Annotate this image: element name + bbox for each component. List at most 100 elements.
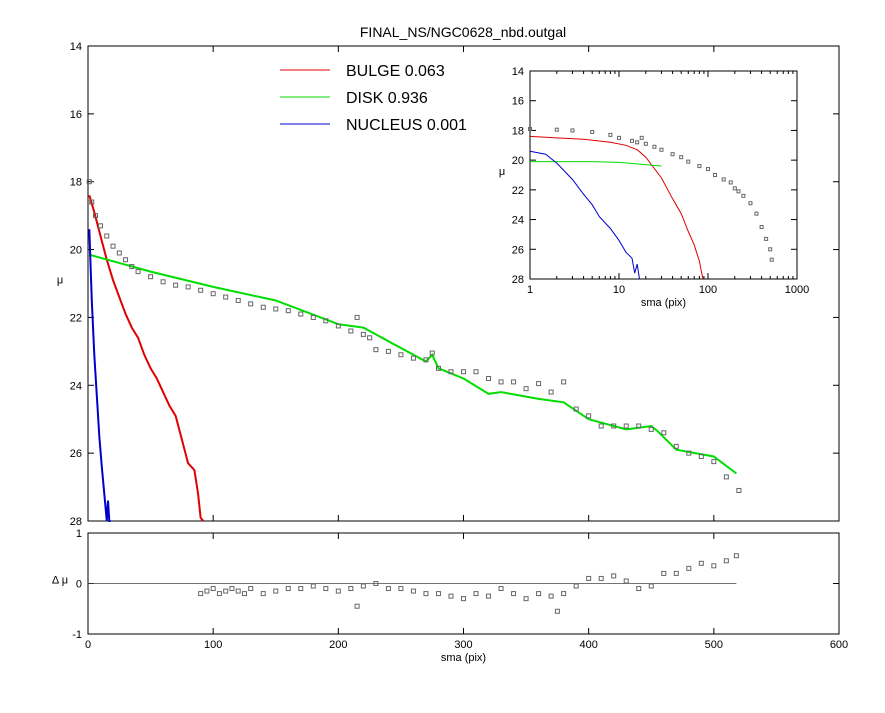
y-tick-label: 24 <box>512 215 524 227</box>
data-point <box>223 294 229 300</box>
data-point <box>636 423 642 429</box>
data-point <box>93 213 99 219</box>
data-point <box>104 233 110 239</box>
data-point <box>698 454 704 460</box>
data-point <box>198 591 204 597</box>
data-point <box>554 608 560 614</box>
x-tick-label: 100 <box>699 284 717 296</box>
data-point <box>670 152 675 157</box>
data-point <box>354 314 360 320</box>
data-point <box>135 269 141 275</box>
data-point <box>697 164 702 169</box>
series-line-nucleus <box>88 229 111 522</box>
x-tick-label: 500 <box>705 639 723 651</box>
y-tick-label: 26 <box>512 244 524 256</box>
data-point <box>285 586 291 592</box>
y-tick-label: 14 <box>70 41 82 53</box>
data-point <box>713 173 718 177</box>
data-point <box>617 135 621 140</box>
data-point <box>536 381 542 387</box>
data-point <box>561 379 567 385</box>
y-tick-label: 14 <box>512 66 524 78</box>
data-point <box>285 308 291 314</box>
data-point <box>273 588 279 594</box>
data-point <box>185 284 191 290</box>
x-tick-label: 300 <box>454 639 472 651</box>
data-point <box>732 186 737 191</box>
data-point <box>759 225 764 229</box>
data-point <box>586 413 592 419</box>
data-point <box>241 591 247 597</box>
data-point <box>764 236 769 241</box>
data-point <box>98 223 104 229</box>
data-point <box>548 389 554 395</box>
data-point <box>768 247 773 252</box>
x-tick-label: 1000 <box>785 284 809 296</box>
data-point <box>429 350 435 356</box>
data-point <box>728 180 733 185</box>
y-tick-label: 0 <box>76 579 82 591</box>
data-point <box>548 593 554 599</box>
data-point <box>298 586 304 592</box>
data-point <box>373 347 379 353</box>
y-tick-label: 16 <box>70 109 82 121</box>
y-axis-title: μ <box>499 166 505 178</box>
data-point <box>586 575 592 581</box>
data-point <box>423 357 429 363</box>
series-line-disk <box>89 253 738 475</box>
data-point <box>198 287 204 293</box>
data-point <box>573 583 579 589</box>
data-point <box>611 423 617 429</box>
data-point <box>769 257 774 262</box>
data-point <box>528 126 532 131</box>
data-point <box>129 264 135 270</box>
x-tick-label: 10 <box>613 284 625 296</box>
data-point <box>561 591 567 597</box>
data-point <box>123 257 129 263</box>
data-point <box>573 406 579 412</box>
data-point <box>248 586 254 592</box>
data-point <box>736 487 742 493</box>
data-point <box>686 450 692 456</box>
data-point <box>367 335 373 341</box>
data-point <box>260 304 266 310</box>
series-line-nucleus <box>529 150 640 280</box>
data-point <box>706 167 710 172</box>
data-point <box>229 586 235 592</box>
data-point <box>373 581 379 586</box>
data-point <box>223 588 229 594</box>
legend-label: DISK 0.936 <box>346 90 428 107</box>
legend-label: BULGE 0.063 <box>346 63 445 80</box>
data-point <box>741 193 746 198</box>
data-point <box>423 591 429 597</box>
data-point <box>398 586 404 592</box>
data-point <box>248 301 254 307</box>
data-point <box>235 297 241 303</box>
data-point <box>608 132 613 137</box>
data-point <box>235 588 241 594</box>
data-point <box>323 586 329 592</box>
data-point <box>385 348 391 354</box>
data-point <box>210 586 216 592</box>
data-point <box>648 583 654 589</box>
data-point <box>686 159 691 164</box>
series-line-bulge <box>529 135 704 280</box>
y-tick-label: 18 <box>512 125 524 137</box>
y-tick-label: 1 <box>76 528 82 540</box>
data-point <box>486 376 492 381</box>
data-point <box>260 591 266 597</box>
data-point <box>648 426 654 432</box>
inset-plot: 1 10 100 1000 14 16 18 20 22 24 26 28 sma (pix) μ <box>499 66 809 309</box>
data-point <box>523 386 529 392</box>
data-point <box>736 189 741 194</box>
y-axis-title: Δ μ <box>52 575 68 587</box>
x-tick-label: 600 <box>830 639 848 651</box>
data-point <box>511 591 517 597</box>
data-point <box>348 328 354 334</box>
data-point <box>623 423 629 429</box>
data-point <box>210 291 216 297</box>
data-point <box>659 147 664 152</box>
data-point <box>148 274 154 280</box>
data-point <box>110 243 116 249</box>
